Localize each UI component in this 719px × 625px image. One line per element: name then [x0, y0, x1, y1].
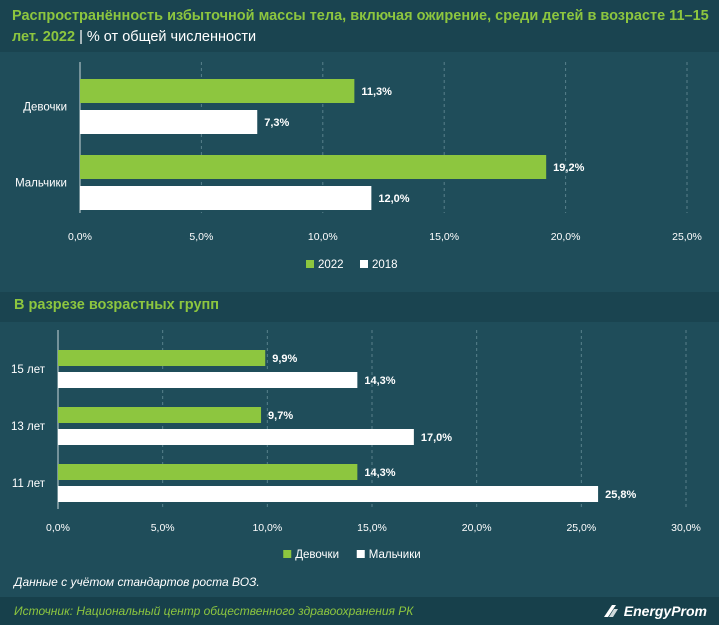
title-bar	[0, 0, 719, 52]
data-label-1-0-0: 9,9%	[272, 353, 297, 365]
data-label-1-2-0: 14,3%	[364, 467, 395, 479]
energyprom-logo: EnergyProm	[600, 600, 707, 622]
category-label-0-0: Девочки	[23, 102, 67, 114]
data-label-1-2-1: 25,8%	[605, 489, 636, 501]
data-label-0-1-1: 12,0%	[378, 193, 409, 205]
source-text: Источник: Национальный центр общественно…	[14, 604, 414, 618]
category-label-1-1: 13 лет	[11, 421, 46, 433]
bar-1-2-0	[58, 464, 358, 480]
data-label-1-1-1: 17,0%	[421, 432, 452, 444]
bar-0-1-1	[80, 186, 372, 210]
bar-1-1-1	[58, 429, 414, 445]
logo-icon	[603, 605, 618, 617]
legend-swatch-1-0	[283, 550, 292, 558]
tick-label-1-5: 25,0%	[566, 522, 596, 534]
tick-label-0-0: 0,0%	[68, 231, 92, 243]
tick-label-1-1: 5,0%	[151, 522, 175, 534]
footer-bar	[0, 597, 719, 625]
legend-label-1-1: Мальчики	[369, 549, 421, 561]
category-label-1-2: 11 лет	[12, 478, 46, 490]
legend-swatch-0-1	[360, 260, 368, 268]
footnote: Данные с учётом стандартов роста ВОЗ.	[14, 575, 260, 589]
tick-label-0-3: 15,0%	[429, 231, 459, 243]
legend-swatch-1-1	[356, 550, 365, 558]
tick-label-1-3: 15,0%	[357, 522, 387, 534]
bar-0-1-0	[80, 155, 547, 179]
tick-label-0-2: 10,0%	[308, 231, 338, 243]
bar-1-0-0	[58, 350, 266, 366]
legend-label-1-0: Девочки	[295, 549, 339, 561]
data-label-0-0-1: 7,3%	[264, 117, 289, 129]
tick-label-1-6: 30,0%	[671, 522, 701, 534]
bar-1-1-0	[58, 407, 262, 423]
legend-label-0-0: 2022	[318, 259, 344, 271]
tick-label-1-4: 20,0%	[462, 522, 492, 534]
section-title: В разрезе возрастных групп	[14, 297, 220, 313]
data-label-1-0-1: 14,3%	[364, 375, 395, 387]
bar-0-0-1	[80, 110, 258, 134]
category-label-1-0: 15 лет	[11, 364, 46, 376]
tick-label-1-0: 0,0%	[46, 522, 70, 534]
category-label-0-1: Мальчики	[15, 178, 67, 190]
legend-swatch-0-0	[306, 260, 314, 268]
title-separator: |	[79, 29, 83, 45]
bar-1-2-1	[58, 486, 599, 502]
logo-text: EnergyProm	[623, 603, 707, 619]
data-label-0-1-0: 19,2%	[553, 162, 584, 174]
data-label-1-1-0: 9,7%	[268, 410, 293, 422]
title-text: Распространённость избыточной массы тела…	[12, 8, 709, 45]
tick-label-0-4: 20,0%	[551, 231, 581, 243]
legend-label-0-1: 2018	[372, 259, 398, 271]
bar-0-0-0	[80, 79, 355, 103]
data-label-0-0-0: 11,3%	[361, 86, 392, 98]
chart-title: Распространённость избыточной массы тела…	[12, 6, 712, 48]
tick-label-0-1: 5,0%	[189, 231, 213, 243]
section-bar	[0, 292, 719, 322]
bar-1-0-1	[58, 372, 358, 388]
title-unit: % от общей численности	[86, 29, 257, 45]
tick-label-1-2: 10,0%	[252, 522, 282, 534]
tick-label-0-5: 25,0%	[672, 231, 702, 243]
